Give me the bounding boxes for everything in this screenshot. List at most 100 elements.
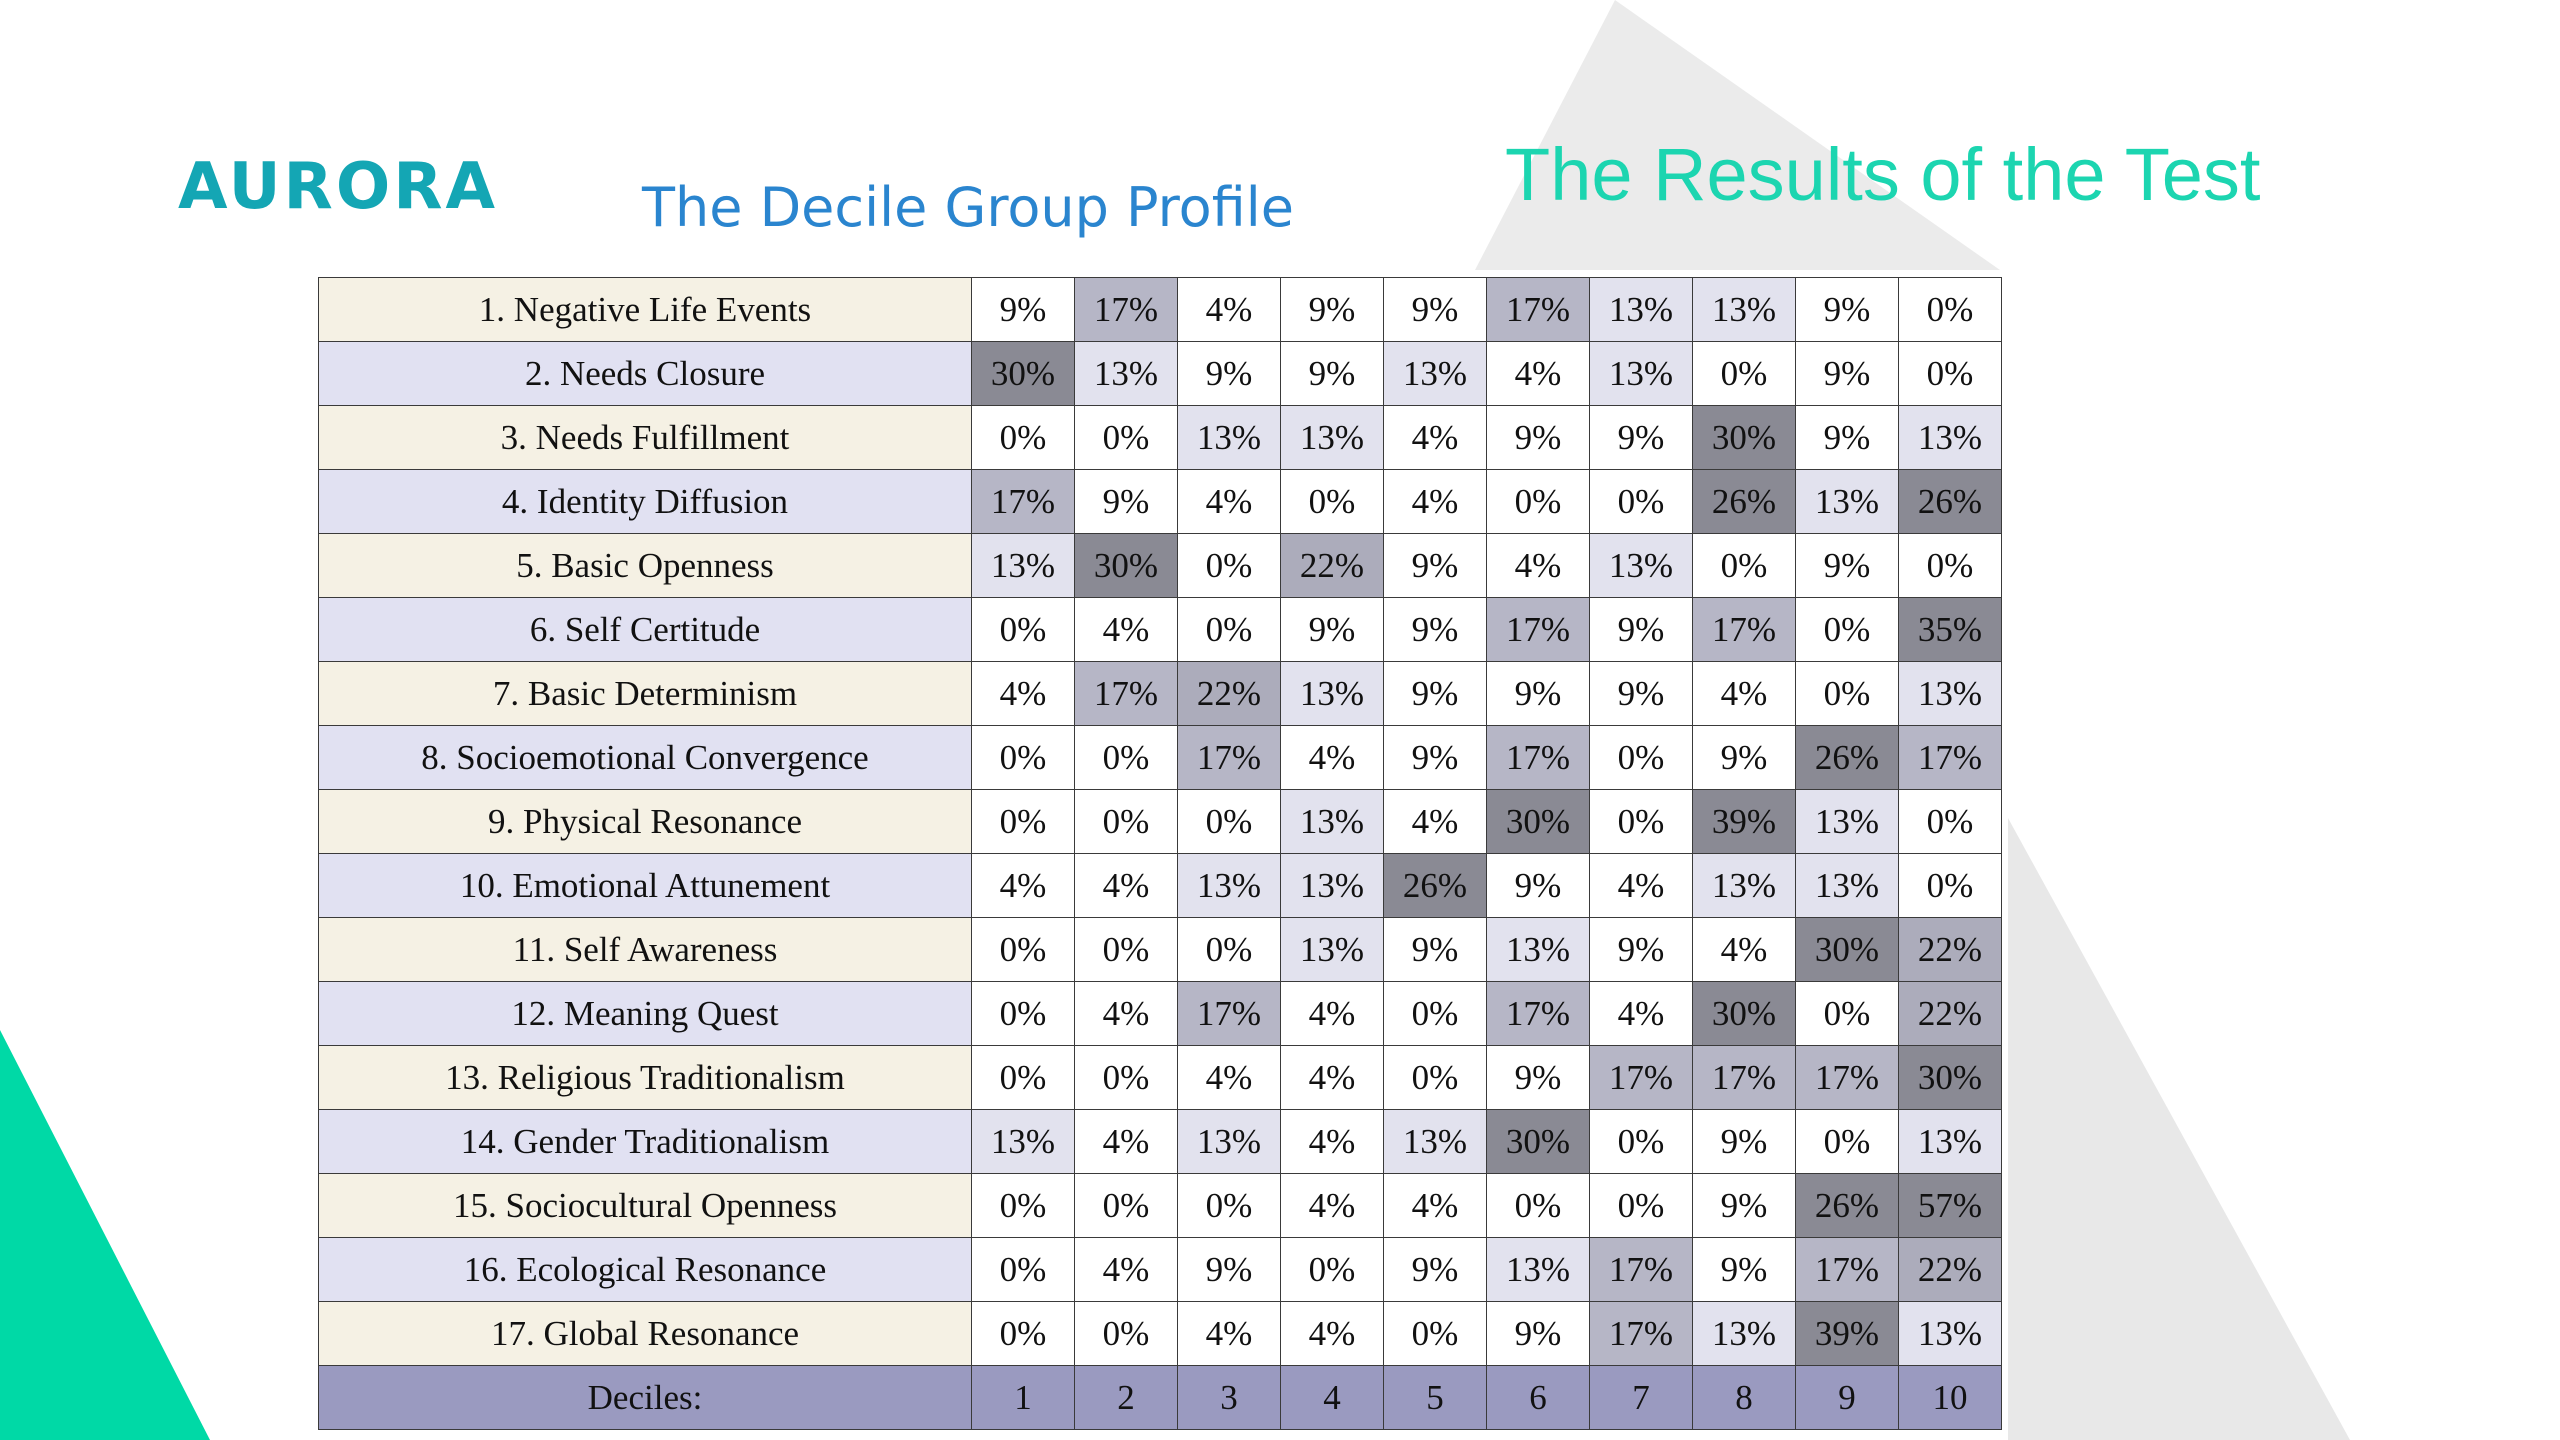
value-cell: 9% [1383,533,1487,598]
value-cell: 9% [1486,661,1590,726]
value-cell: 0% [1177,597,1281,662]
value-cell: 30% [971,341,1075,406]
value-cell: 13% [1898,405,2002,470]
value-cell: 13% [1383,1109,1487,1174]
value-cell: 4% [1074,853,1178,918]
value-cell: 9% [1692,1237,1796,1302]
table-row: 17. Global Resonance 0% 0% 4% 4% 0% 9% 17% 13% 39… [318,1301,2002,1366]
value-cell: 13% [1898,661,2002,726]
value-cell: 13% [1589,533,1693,598]
decile-number: 3 [1177,1365,1281,1430]
row-label: 11. Self Awareness [318,917,972,982]
value-cell: 4% [1280,981,1384,1046]
value-cell: 0% [1280,1237,1384,1302]
value-cell: 4% [1280,725,1384,790]
value-cell: 30% [1074,533,1178,598]
deciles-footer-row: Deciles: 1 2 3 4 5 6 7 8 9 10 [318,1365,2002,1430]
value-cell: 22% [1280,533,1384,598]
value-cell: 0% [1898,341,2002,406]
value-cell: 0% [1383,1045,1487,1110]
value-cell: 0% [971,917,1075,982]
table-row: 3. Needs Fulfillment 0% 0% 13% 13% 4% 9% 9% 30% 9… [318,405,2002,470]
decile-number: 6 [1486,1365,1590,1430]
value-cell: 39% [1692,789,1796,854]
value-cell: 26% [1898,469,2002,534]
value-cell: 9% [1383,725,1487,790]
value-cell: 9% [1383,597,1487,662]
value-cell: 9% [1795,405,1899,470]
value-cell: 13% [1589,277,1693,342]
value-cell: 9% [1177,341,1281,406]
value-cell: 4% [1177,1045,1281,1110]
table-row: 12. Meaning Quest 0% 4% 17% 4% 0% 17% 4% 30% 0% 22… [318,981,2002,1046]
value-cell: 26% [1692,469,1796,534]
row-label: 7. Basic Determinism [318,661,972,726]
value-cell: 9% [971,277,1075,342]
value-cell: 9% [1280,277,1384,342]
table-row: 10. Emotional Attunement 4% 4% 13% 13% 26% 9% 4… [318,853,2002,918]
value-cell: 30% [1795,917,1899,982]
value-cell: 17% [1898,725,2002,790]
value-cell: 17% [1177,725,1281,790]
value-cell: 0% [1692,533,1796,598]
value-cell: 30% [1486,789,1590,854]
value-cell: 13% [971,533,1075,598]
value-cell: 0% [1074,917,1178,982]
grey-triangle-lower [2008,818,2350,1440]
value-cell: 13% [1383,341,1487,406]
grey-triangle [1475,0,2000,270]
value-cell: 0% [1589,469,1693,534]
value-cell: 9% [1692,1173,1796,1238]
value-cell: 0% [1486,1173,1590,1238]
value-cell: 13% [1692,853,1796,918]
value-cell: 4% [1177,1301,1281,1366]
value-cell: 4% [1074,981,1178,1046]
value-cell: 30% [1692,981,1796,1046]
page-subtitle: The Decile Group Profile [642,176,1294,239]
decile-number: 8 [1692,1365,1796,1430]
value-cell: 17% [1074,661,1178,726]
value-cell: 13% [1177,405,1281,470]
value-cell: 0% [971,1173,1075,1238]
value-cell: 0% [1280,469,1384,534]
value-cell: 9% [1280,597,1384,662]
value-cell: 17% [1074,277,1178,342]
table-row: 14. Gender Traditionalism 13% 4% 13% 4% 13% 30… [318,1109,2002,1174]
value-cell: 9% [1589,597,1693,662]
value-cell: 9% [1074,469,1178,534]
decile-number: 5 [1383,1365,1487,1430]
row-label: 1. Negative Life Events [318,277,972,342]
row-label: 4. Identity Diffusion [318,469,972,534]
value-cell: 9% [1486,405,1590,470]
value-cell: 4% [1692,917,1796,982]
value-cell: 0% [1589,1173,1693,1238]
value-cell: 13% [971,1109,1075,1174]
row-label: 13. Religious Traditionalism [318,1045,972,1110]
decile-number: 10 [1898,1365,2002,1430]
value-cell: 0% [971,981,1075,1046]
value-cell: 4% [1383,469,1487,534]
table-row: 7. Basic Determinism 4% 17% 22% 13% 9% 9% 9% 4% 0… [318,661,2002,726]
value-cell: 0% [1177,1173,1281,1238]
decile-number: 9 [1795,1365,1899,1430]
value-cell: 13% [1795,789,1899,854]
row-label: 10. Emotional Attunement [318,853,972,918]
value-cell: 13% [1280,405,1384,470]
value-cell: 57% [1898,1173,2002,1238]
decile-number: 4 [1280,1365,1384,1430]
value-cell: 0% [971,1237,1075,1302]
value-cell: 17% [1589,1301,1693,1366]
decile-number: 2 [1074,1365,1178,1430]
value-cell: 0% [1177,789,1281,854]
value-cell: 4% [1589,853,1693,918]
value-cell: 13% [1898,1301,2002,1366]
value-cell: 13% [1074,341,1178,406]
table-row: 11. Self Awareness 0% 0% 0% 13% 9% 13% 9% 4% 30% 2… [318,917,2002,982]
value-cell: 13% [1795,853,1899,918]
value-cell: 0% [1383,1301,1487,1366]
value-cell: 4% [1074,1109,1178,1174]
value-cell: 9% [1486,1301,1590,1366]
value-cell: 4% [1280,1045,1384,1110]
value-cell: 13% [1898,1109,2002,1174]
